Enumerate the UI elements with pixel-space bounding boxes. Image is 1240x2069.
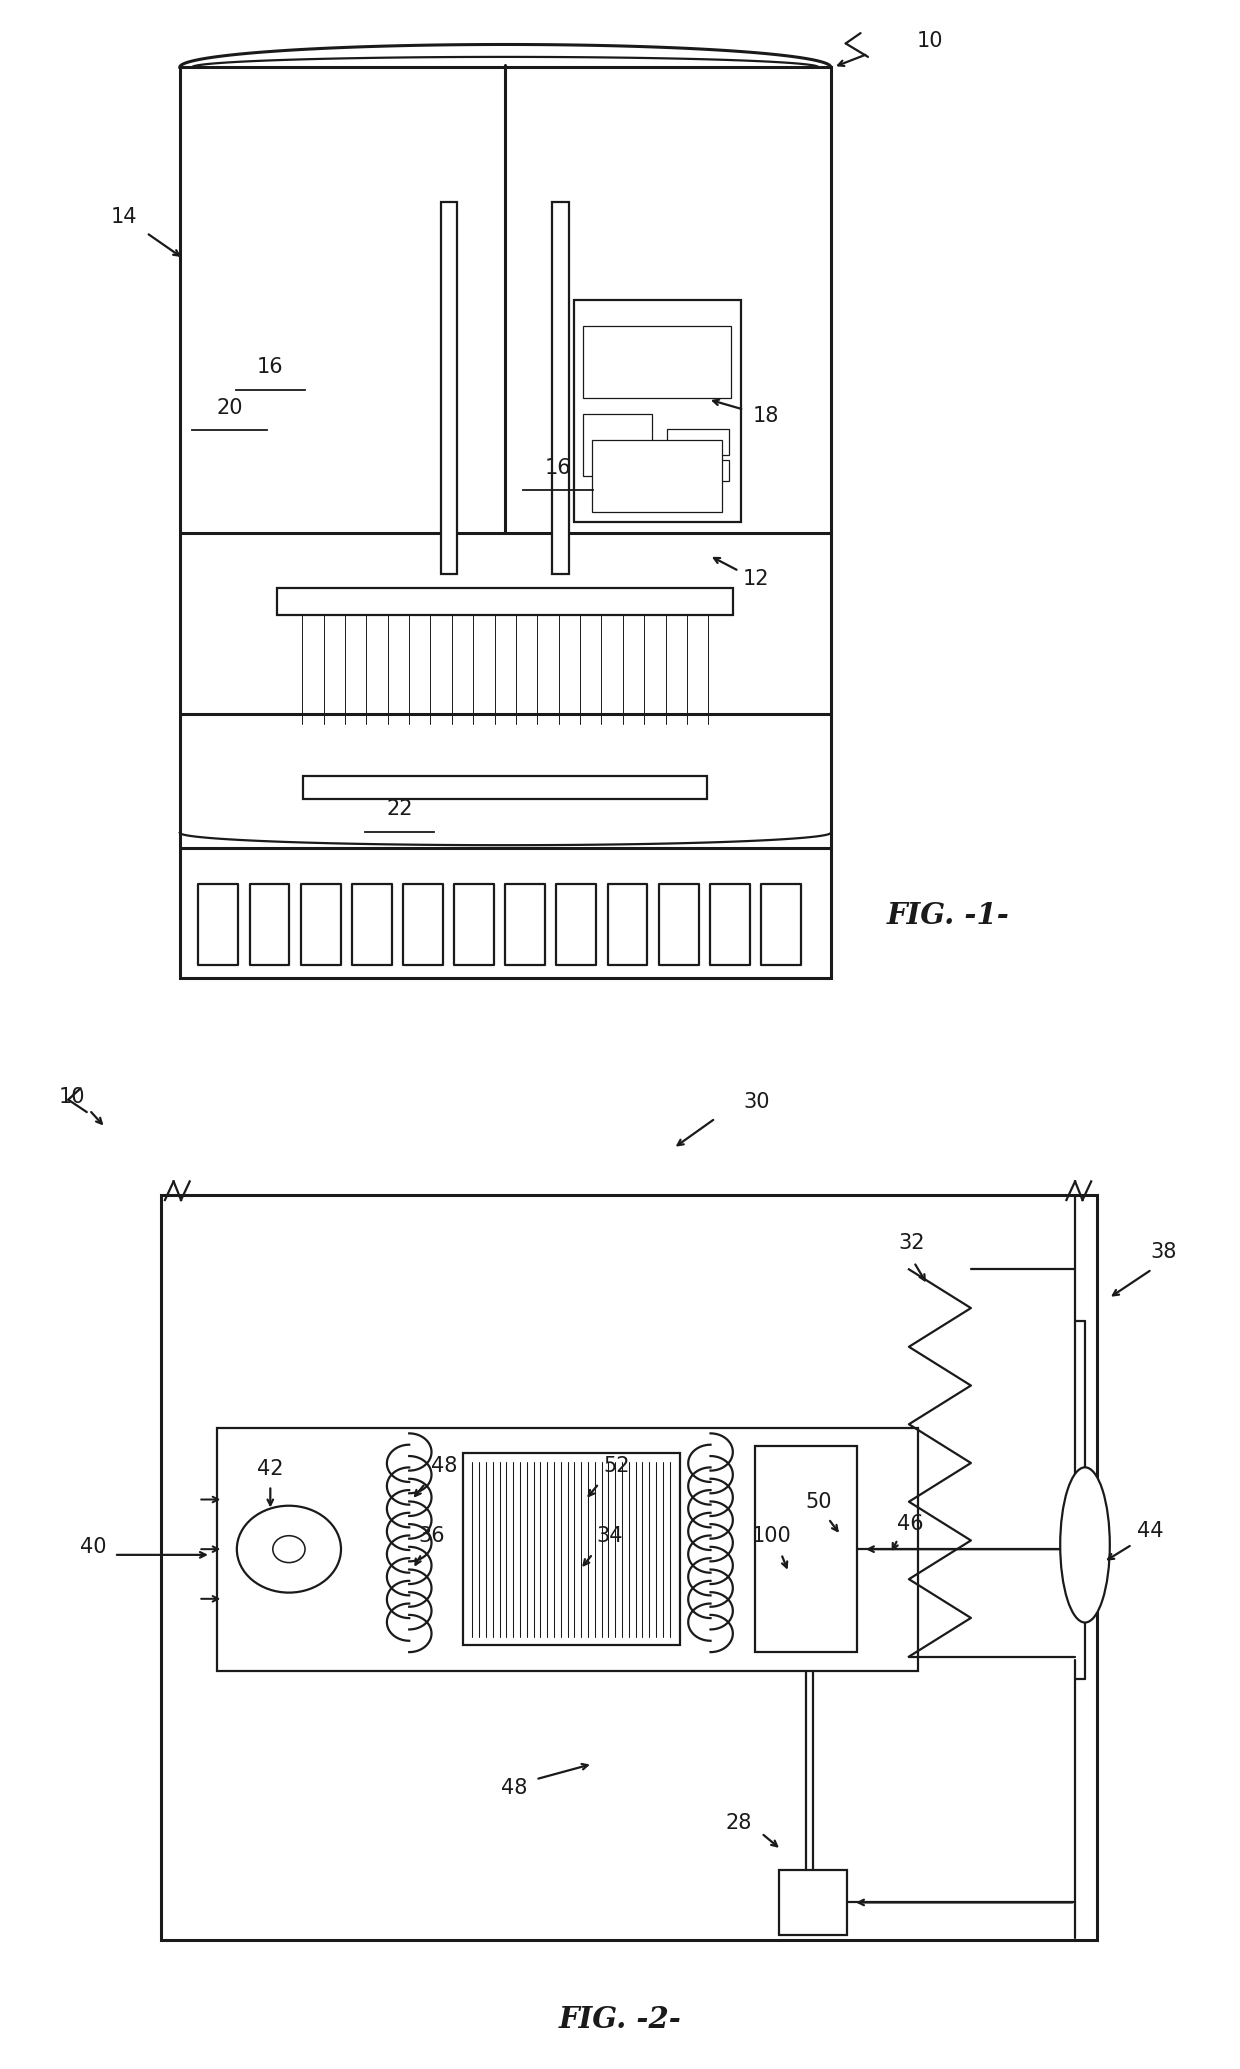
Bar (454, 886, 494, 964)
Ellipse shape (1060, 1467, 1110, 1622)
Bar (180, 66, 831, 979)
Bar (667, 428, 729, 455)
Bar (755, 1446, 857, 1651)
Bar (557, 886, 596, 964)
Text: 28: 28 (725, 1812, 753, 1833)
Text: 12: 12 (743, 569, 770, 590)
Text: 22: 22 (386, 799, 413, 819)
Bar (403, 886, 443, 964)
Bar (709, 886, 750, 964)
Bar (658, 886, 698, 964)
Text: FIG. -2-: FIG. -2- (558, 2005, 682, 2034)
Text: 48: 48 (430, 1457, 458, 1475)
Text: 14: 14 (110, 207, 138, 228)
Text: 30: 30 (743, 1092, 770, 1111)
Text: 44: 44 (1137, 1521, 1164, 1541)
Text: 40: 40 (79, 1537, 107, 1556)
Text: 52: 52 (603, 1457, 630, 1475)
Bar (779, 1870, 847, 1935)
Bar (198, 886, 238, 964)
Bar (463, 1452, 680, 1645)
Bar (300, 886, 341, 964)
Text: 34: 34 (596, 1527, 624, 1546)
Bar (506, 886, 546, 964)
Text: 20: 20 (216, 397, 243, 418)
Text: 16: 16 (544, 457, 572, 478)
Text: 10: 10 (58, 1086, 86, 1107)
Bar (761, 886, 801, 964)
Bar (304, 776, 707, 799)
Bar (573, 300, 742, 521)
Bar (278, 588, 733, 614)
Text: 18: 18 (753, 406, 780, 426)
Bar (667, 461, 729, 482)
Bar (249, 886, 289, 964)
Bar (608, 886, 647, 964)
Bar (441, 203, 456, 573)
Bar (583, 325, 732, 397)
Text: 36: 36 (418, 1527, 445, 1546)
Text: 32: 32 (898, 1233, 925, 1254)
Bar (593, 439, 722, 511)
Bar (161, 1196, 1097, 1941)
Text: 100: 100 (751, 1527, 791, 1546)
Text: 38: 38 (1149, 1241, 1177, 1262)
Text: 48: 48 (501, 1777, 528, 1798)
Text: 10: 10 (916, 31, 944, 52)
Text: 50: 50 (805, 1492, 832, 1512)
Text: 42: 42 (257, 1459, 284, 1479)
Text: 46: 46 (897, 1515, 924, 1533)
Circle shape (273, 1535, 305, 1562)
Text: 16: 16 (257, 358, 284, 377)
Bar (352, 886, 392, 964)
Text: FIG. -1-: FIG. -1- (887, 900, 1011, 931)
Circle shape (237, 1506, 341, 1593)
Bar (552, 203, 568, 573)
Bar (583, 414, 651, 476)
Bar (217, 1428, 918, 1672)
